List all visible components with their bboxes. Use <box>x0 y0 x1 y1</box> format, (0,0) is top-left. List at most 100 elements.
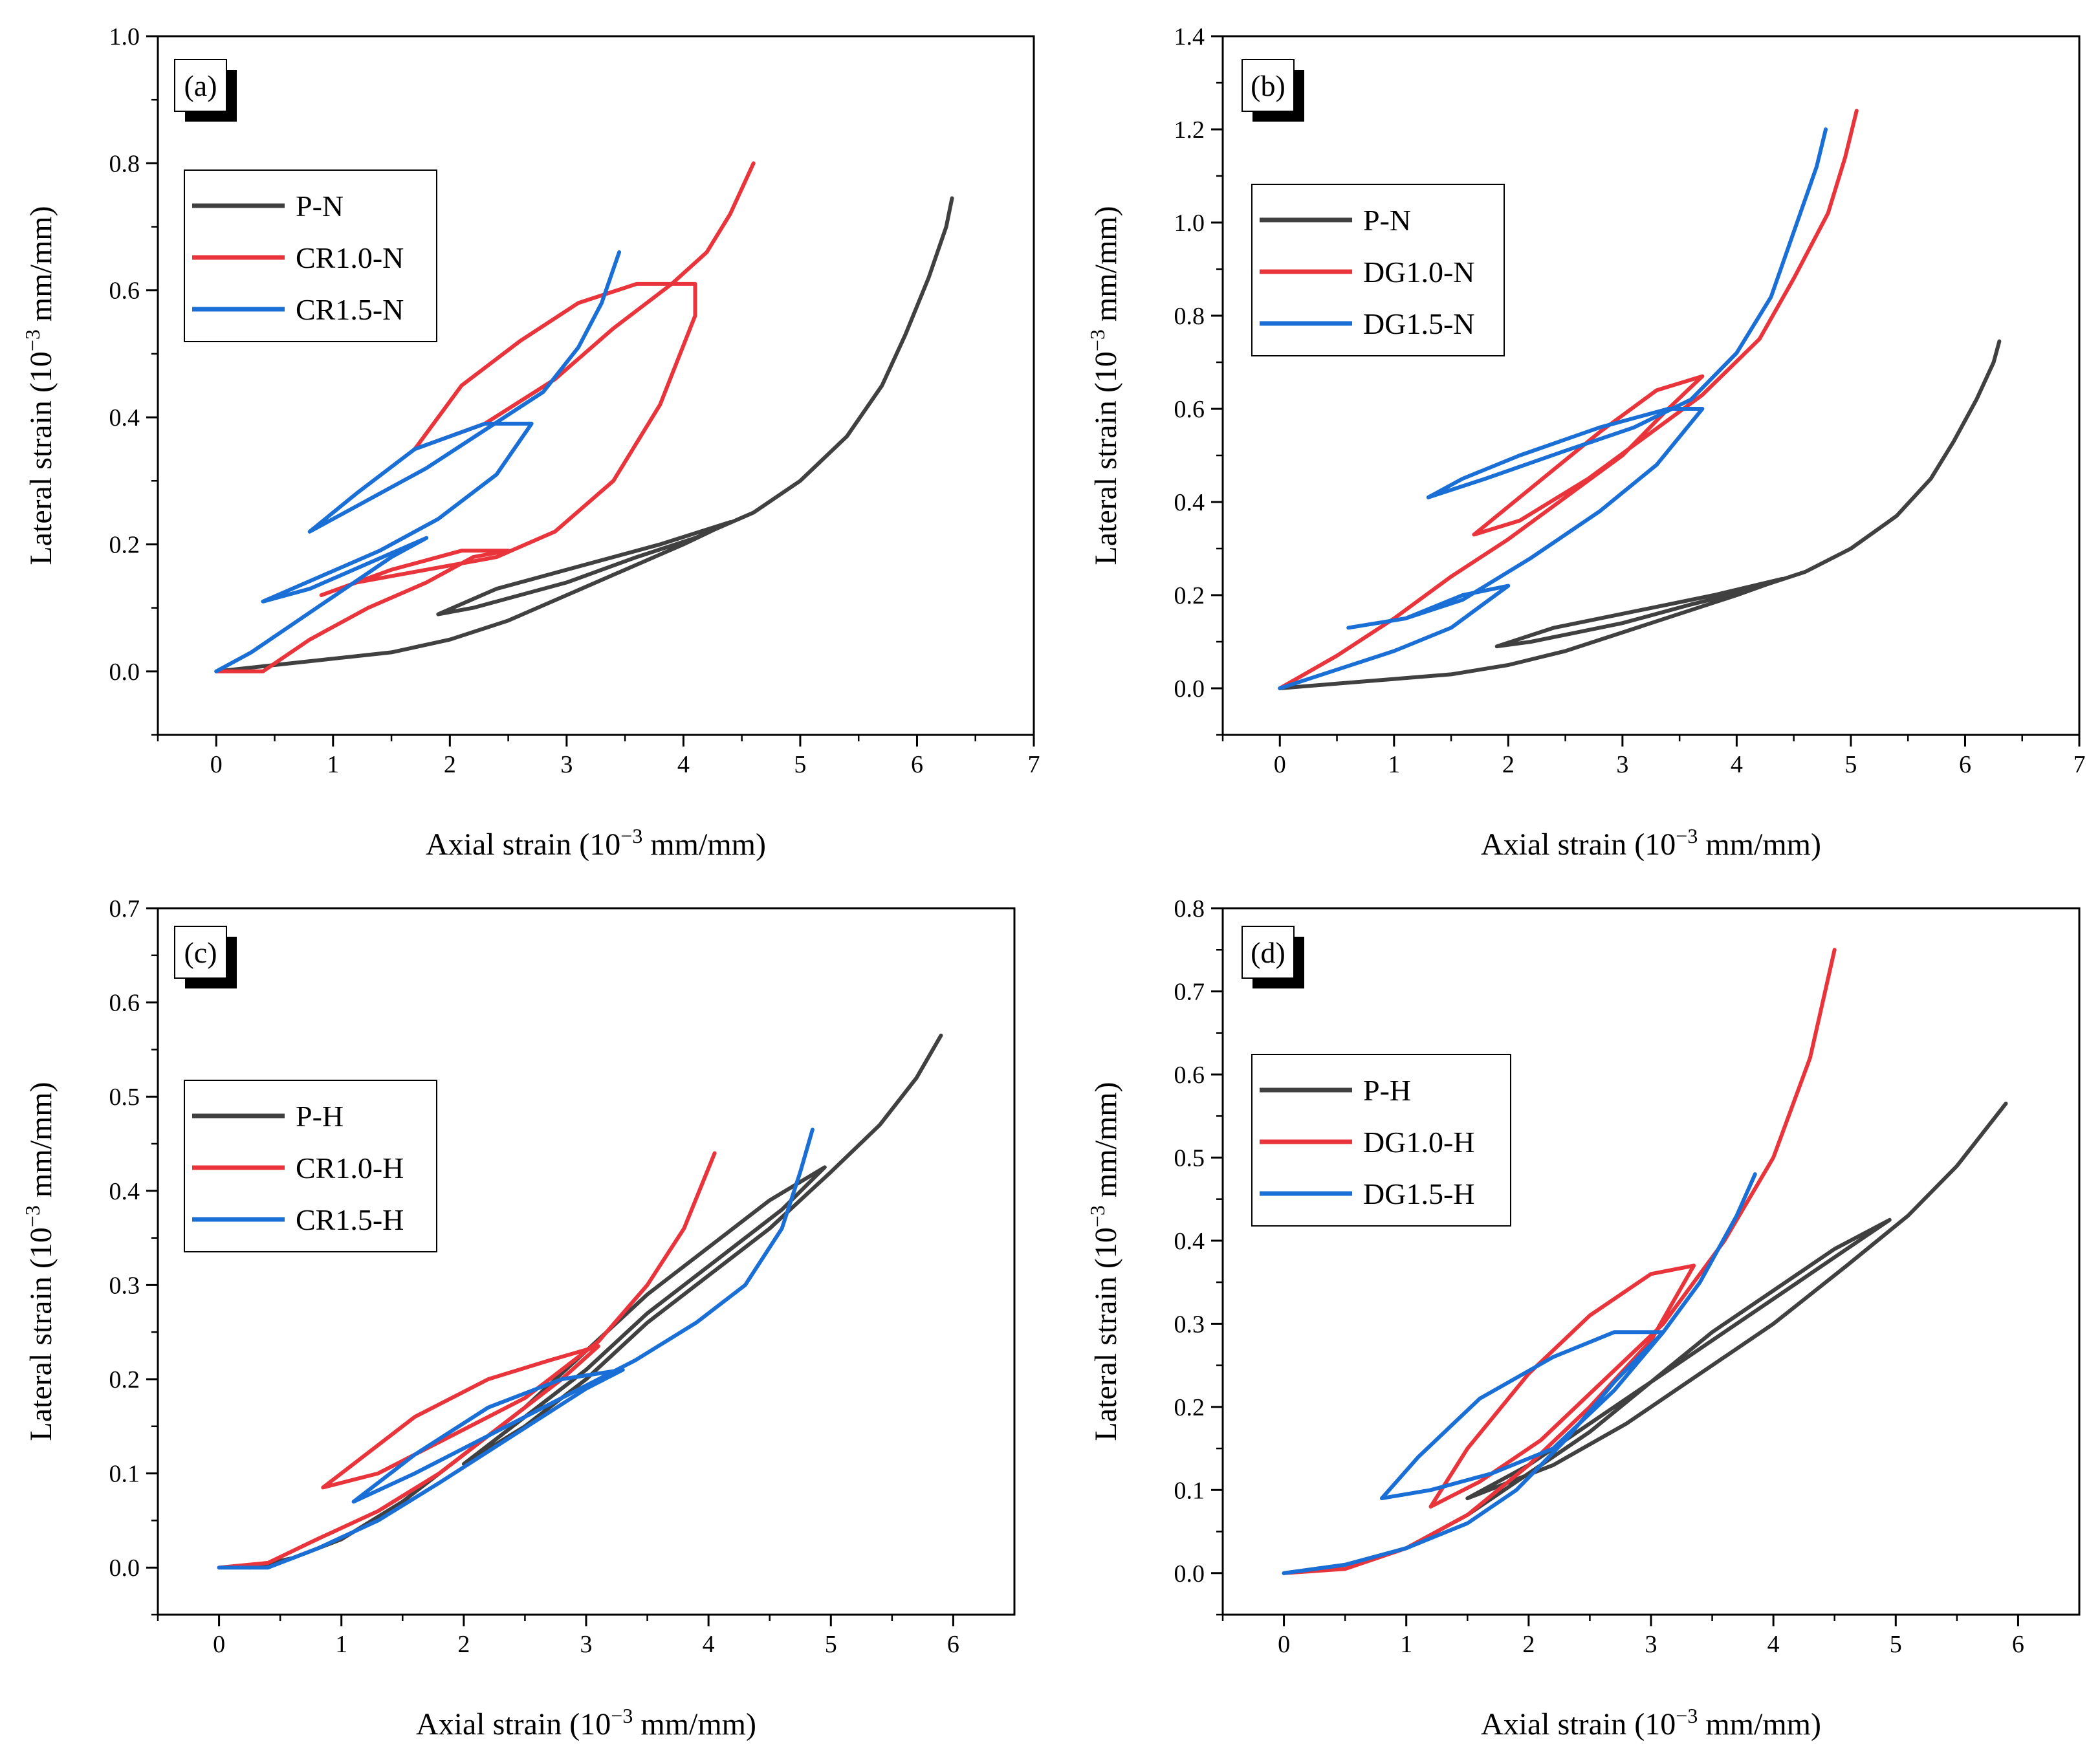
x-axis-title-unit: mm/mm) <box>633 1707 756 1741</box>
x-tick-label: 1 <box>1388 751 1400 778</box>
x-tick-label: 4 <box>1767 1631 1780 1658</box>
x-tick-label: 6 <box>2012 1631 2024 1658</box>
panel-b: 0 1 2 3 4 5 6 7 0.0 0.2 0.4 0.6 0.8 1.0 1.2 1.4 Axial st… <box>1086 23 2086 862</box>
y-tick-label: 1.0 <box>109 23 140 50</box>
legend-label: CR1.0-N <box>296 241 404 274</box>
series-line-CR1.5-H <box>217 1128 815 1570</box>
y-axis-title-text: Lateral strain (10 <box>24 351 58 565</box>
legend: P-H CR1.0-H CR1.5-H <box>184 1080 437 1252</box>
x-tick-label: 0 <box>1278 1631 1290 1658</box>
panel-label: (b) <box>1251 69 1285 102</box>
panel-a: 0 1 2 3 4 5 6 7 0.0 0.2 0.4 0.6 0.8 1.0 Axial strain (… <box>21 23 1040 862</box>
x-axis-title-exponent: −3 <box>611 1704 633 1727</box>
y-tick-label: 0.0 <box>1174 1560 1205 1588</box>
x-tick-label: 7 <box>1028 751 1040 778</box>
series-line-P-N <box>1278 339 2002 690</box>
y-axis-title-text: Lateral strain (10 <box>1089 1227 1123 1441</box>
panel-d: 0 1 2 3 4 5 6 0.0 0.1 0.2 0.3 0.4 0.5 0.6 0.7 0.8 Axial … <box>1086 895 2081 1741</box>
y-axis-title-unit: mm/mm) <box>24 206 58 329</box>
x-tick-label: 2 <box>1522 1631 1535 1658</box>
x-tick-label: 1 <box>335 1631 347 1658</box>
x-tick-label: 0 <box>1274 751 1286 778</box>
x-tick-label: 0 <box>213 1631 225 1658</box>
panel-label-box <box>1241 59 1295 112</box>
x-tick-label: 5 <box>794 751 806 778</box>
series-line-CR1.5-N <box>214 250 622 673</box>
y-tick-label: 0.8 <box>1174 303 1205 330</box>
y-tick-label: 0.0 <box>109 659 140 686</box>
y-axis-title-exponent: −3 <box>1086 329 1109 351</box>
y-tick-label: 0.4 <box>1174 489 1205 516</box>
legend-label: CR1.5-H <box>296 1203 404 1236</box>
y-tick-label: 0.0 <box>109 1555 140 1582</box>
panel-label: (c) <box>184 936 217 969</box>
x-axis-title-text: Axial strain (10 <box>1481 827 1676 862</box>
legend-label: DG1.5-H <box>1363 1177 1474 1210</box>
x-tick-label: 1 <box>327 751 339 778</box>
y-axis-title: Lateral strain (10−3 mm/mm) <box>21 206 58 565</box>
x-axis-title: Axial strain (10−3 mm/mm) <box>426 824 766 862</box>
x-axis-title: Axial strain (10−3 mm/mm) <box>416 1704 756 1741</box>
x-tick-label: 5 <box>825 1631 837 1658</box>
x-tick-label: 5 <box>1844 751 1857 778</box>
y-axis-title-unit: mm/mm) <box>24 1082 58 1205</box>
x-tick-label: 0 <box>210 751 223 778</box>
y-axis-title: Lateral strain (10−3 mm/mm) <box>21 1082 58 1441</box>
x-axis-title: Axial strain (10−3 mm/mm) <box>1481 1704 1821 1741</box>
y-axis-title-exponent: −3 <box>21 329 44 351</box>
y-tick-label: 0.2 <box>109 531 140 558</box>
x-axis-title-unit: mm/mm) <box>1698 827 1821 862</box>
series-line-DG1.0-H <box>1282 948 1837 1575</box>
x-axis-title-unit: mm/mm) <box>1698 1707 1821 1741</box>
y-axis-title: Lateral strain (10−3 mm/mm) <box>1086 1082 1123 1441</box>
plot-frame <box>157 35 1035 736</box>
series-line-DG1.0-N <box>1278 109 1859 690</box>
series-line-P-N <box>214 196 954 673</box>
y-axis-title-text: Lateral strain (10 <box>1089 351 1123 565</box>
x-axis-title-exponent: −3 <box>1676 824 1698 847</box>
y-tick-label: 1.0 <box>1174 210 1205 237</box>
series-line-DG1.5-H <box>1282 1172 1757 1575</box>
legend: P-H DG1.0-H DG1.5-H <box>1251 1054 1511 1227</box>
x-tick-label: 5 <box>1890 1631 1902 1658</box>
y-tick-label: 0.4 <box>109 1178 140 1205</box>
legend-label: P-N <box>1363 204 1411 237</box>
y-tick-label: 0.3 <box>1174 1311 1205 1338</box>
legend: P-N CR1.0-N CR1.5-N <box>184 169 437 342</box>
y-tick-label: 0.4 <box>1174 1228 1205 1255</box>
plot-frame <box>1221 35 2081 736</box>
panel-label-box <box>174 926 227 979</box>
series-line-CR1.0-H <box>217 1151 717 1570</box>
y-tick-label: 0.2 <box>109 1366 140 1393</box>
x-tick-label: 3 <box>1645 1631 1657 1658</box>
y-axis-title: Lateral strain (10−3 mm/mm) <box>1086 206 1123 565</box>
x-tick-label: 4 <box>677 751 690 778</box>
x-tick-label: 3 <box>1616 751 1628 778</box>
y-tick-label: 0.4 <box>109 404 140 431</box>
x-axis-title-unit: mm/mm) <box>642 827 766 862</box>
legend-label: P-H <box>1363 1074 1411 1107</box>
y-tick-label: 0.7 <box>109 895 140 922</box>
x-tick-label: 1 <box>1400 1631 1412 1658</box>
x-tick-label: 2 <box>457 1631 470 1658</box>
x-axis-title-text: Axial strain (10 <box>416 1707 611 1741</box>
x-tick-label: 2 <box>1502 751 1515 778</box>
y-tick-label: 0.6 <box>1174 396 1205 423</box>
panel-label: (d) <box>1251 936 1285 969</box>
x-axis-title-text: Axial strain (10 <box>426 827 620 862</box>
y-tick-label: 0.1 <box>1174 1477 1205 1504</box>
y-tick-label: 0.3 <box>109 1272 140 1299</box>
x-tick-label: 7 <box>2073 751 2086 778</box>
x-tick-label: 6 <box>911 751 923 778</box>
y-tick-label: 0.6 <box>1174 1062 1205 1089</box>
x-tick-label: 4 <box>1731 751 1743 778</box>
legend: P-N DG1.0-N DG1.5-N <box>1251 184 1505 356</box>
y-axis-title-exponent: −3 <box>21 1205 44 1227</box>
y-tick-label: 0.0 <box>1174 675 1205 703</box>
y-tick-label: 0.7 <box>1174 978 1205 1005</box>
y-tick-label: 0.2 <box>1174 1394 1205 1421</box>
x-tick-label: 2 <box>444 751 456 778</box>
y-tick-label: 1.4 <box>1174 23 1205 50</box>
y-tick-label: 0.8 <box>109 150 140 177</box>
